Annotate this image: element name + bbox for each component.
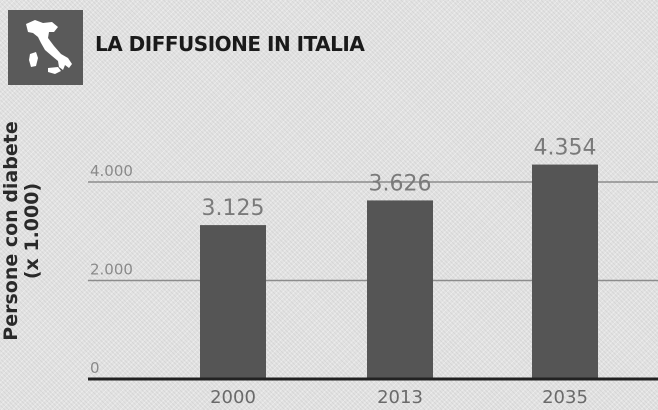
data-label-2035: 4.354	[534, 136, 597, 161]
bar-2013	[367, 200, 433, 379]
bar-2000	[200, 225, 266, 379]
x-tick-label-2013: 2013	[377, 387, 423, 408]
bar-2035	[532, 164, 598, 379]
x-tick-label-2000: 2000	[210, 387, 256, 408]
data-label-2000: 3.125	[202, 196, 265, 221]
data-label-2013: 3.626	[369, 171, 432, 196]
italy-map-icon	[8, 10, 83, 85]
page-title: LA DIFFUSIONE IN ITALIA	[95, 32, 365, 56]
x-tick-label-2035: 2035	[542, 387, 588, 408]
y-tick-label-4.000: 4.000	[90, 162, 133, 180]
y-tick-label-0: 0	[90, 359, 100, 377]
y-tick-label-2.000: 2.000	[90, 261, 133, 279]
italy-map-graphic	[26, 20, 72, 74]
